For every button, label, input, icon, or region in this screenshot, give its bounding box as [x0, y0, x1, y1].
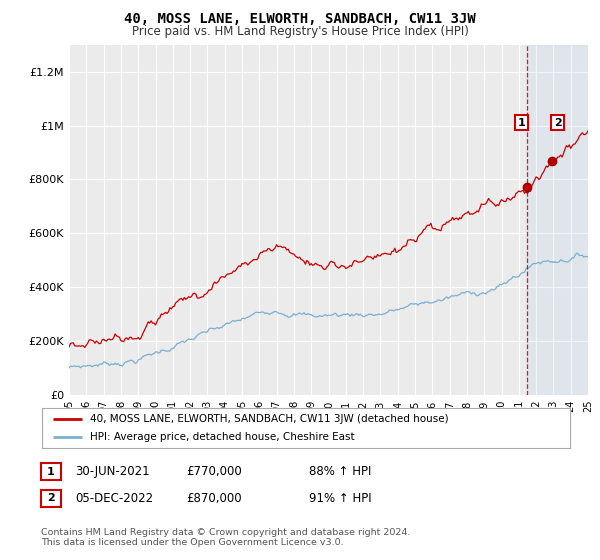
Text: £870,000: £870,000 [186, 492, 242, 505]
Bar [527, 45, 588, 395]
Text: 40, MOSS LANE, ELWORTH, SANDBACH, CW11 3JW (detached house): 40, MOSS LANE, ELWORTH, SANDBACH, CW11 3… [89, 414, 448, 423]
Text: 40, MOSS LANE, ELWORTH, SANDBACH, CW11 3JW: 40, MOSS LANE, ELWORTH, SANDBACH, CW11 3… [124, 12, 476, 26]
Text: 30-JUN-2021: 30-JUN-2021 [75, 465, 149, 478]
Text: Contains HM Land Registry data © Crown copyright and database right 2024.
This d: Contains HM Land Registry data © Crown c… [41, 528, 410, 547]
Text: 1: 1 [518, 118, 526, 128]
Text: £770,000: £770,000 [186, 465, 242, 478]
Text: 2: 2 [47, 493, 55, 503]
Text: Price paid vs. HM Land Registry's House Price Index (HPI): Price paid vs. HM Land Registry's House … [131, 25, 469, 38]
Text: 2: 2 [554, 118, 562, 128]
Text: 88% ↑ HPI: 88% ↑ HPI [309, 465, 371, 478]
Text: 05-DEC-2022: 05-DEC-2022 [75, 492, 153, 505]
Text: 1: 1 [47, 466, 55, 477]
Text: HPI: Average price, detached house, Cheshire East: HPI: Average price, detached house, Ches… [89, 432, 354, 442]
Text: 91% ↑ HPI: 91% ↑ HPI [309, 492, 371, 505]
